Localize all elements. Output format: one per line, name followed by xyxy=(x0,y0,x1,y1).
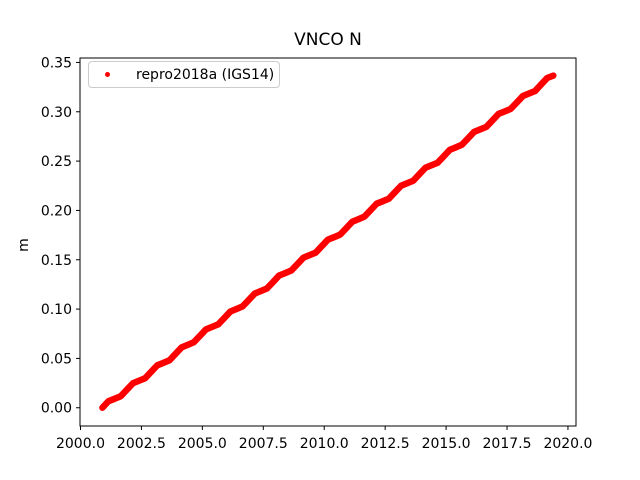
y-axis: 0.00 0.05 0.10 0.15 0.20 0.25 0.30 0.35 xyxy=(41,55,80,417)
y-tick-label: 0.30 xyxy=(41,105,72,121)
legend-marker-dot-icon xyxy=(105,72,110,77)
x-tick-label: 2017.5 xyxy=(483,436,532,452)
y-tick-label: 0.25 xyxy=(41,154,72,170)
y-axis-label: m xyxy=(15,238,32,252)
x-tick-label: 2020.0 xyxy=(543,436,592,452)
chart-title: VNCO N xyxy=(294,30,362,50)
x-tick-label: 2000.0 xyxy=(56,436,105,452)
axes-frame xyxy=(79,57,577,427)
y-tick-label: 0.10 xyxy=(41,302,72,318)
x-tick-label: 2012.5 xyxy=(361,436,410,452)
x-tick-label: 2002.5 xyxy=(117,436,166,452)
legend-entry-label: repro2018a (IGS14) xyxy=(136,66,275,83)
y-tick-label: 0.35 xyxy=(41,55,72,71)
x-tick-label: 2007.5 xyxy=(239,436,288,452)
y-tick-label: 0.20 xyxy=(41,203,72,219)
x-tick-label: 2005.0 xyxy=(178,436,227,452)
legend: repro2018a (IGS14) xyxy=(88,61,280,88)
x-tick-label: 2010.0 xyxy=(300,436,349,452)
data-series xyxy=(99,72,557,411)
y-tick-label: 0.15 xyxy=(41,253,72,269)
x-tick-label: 2015.0 xyxy=(422,436,471,452)
y-tick-label: 0.05 xyxy=(41,351,72,367)
y-tick-label: 0.00 xyxy=(41,401,72,417)
x-axis: 2000.0 2002.5 2005.0 2007.5 2010.0 2012.5 2015… xyxy=(56,426,592,452)
